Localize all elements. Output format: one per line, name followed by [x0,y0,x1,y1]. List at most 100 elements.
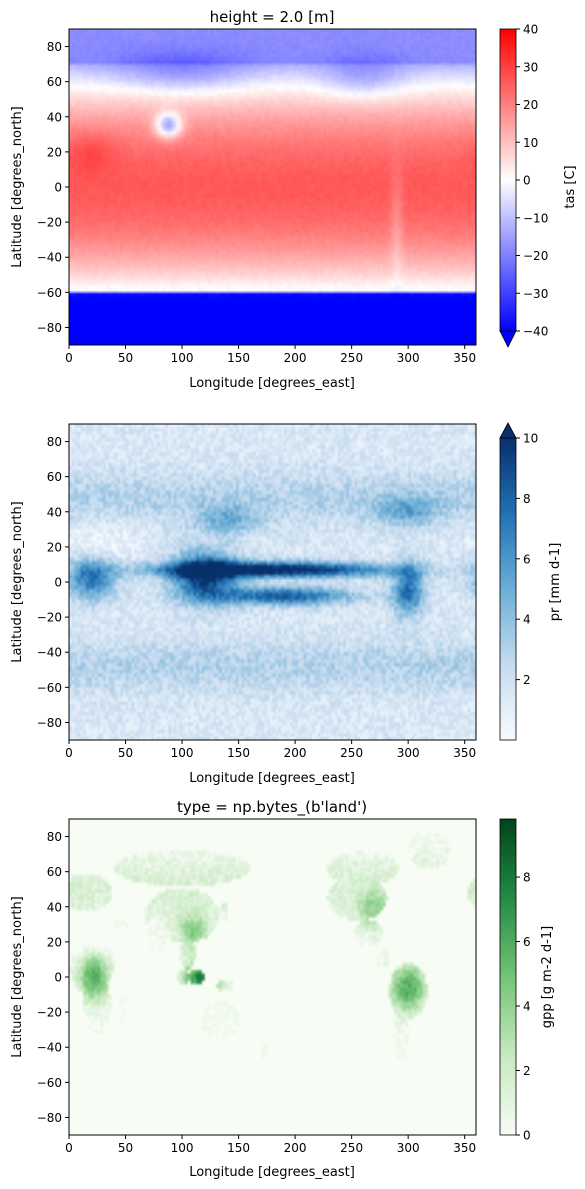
x-tick-label: 200 [284,1141,307,1155]
colorbar-tick-label: 0 [523,1129,531,1143]
y-tick-label: −60 [37,286,62,300]
tas-title: height = 2.0 [m] [210,8,335,26]
x-tick-label: 350 [453,746,476,760]
x-tick-label: 100 [171,746,194,760]
pr-colorbar-extend-max [499,422,517,439]
pr-x-ticks: 0 50 100 150 200 250 300 350 [65,740,476,760]
pr-colorbar-ticks: 2 4 6 8 10 [516,432,538,687]
colorbar-tick-label: 40 [523,23,538,37]
tas-colorbar-ticks: −40 −30 −20 −10 0 10 20 30 40 [516,23,548,339]
x-tick-label: 0 [65,746,73,760]
x-tick-label: 0 [65,351,73,365]
y-tick-label: −40 [37,646,62,660]
colorbar-tick-label: −40 [523,325,548,339]
colorbar-tick-label: 20 [523,98,538,112]
colorbar-tick-label: 30 [523,60,538,74]
colorbar-tick-label: −10 [523,211,548,225]
colorbar-tick-label: −20 [523,249,548,263]
x-tick-label: 0 [65,1141,73,1155]
tas-colorbar-extend-min [499,330,517,348]
colorbar-tick-label: 10 [523,136,538,150]
tas-y-axis-label: Latitude [degrees_north] [10,106,25,267]
x-tick-label: 250 [340,746,363,760]
y-tick-label: 60 [47,75,62,89]
x-tick-label: 50 [118,746,133,760]
y-tick-label: 0 [54,971,62,985]
y-tick-label: −80 [37,716,62,730]
pr-y-ticks: −80 −60 −40 −20 0 20 40 60 80 [37,435,69,730]
pr-colorbar-label: pr [mm d-1] [548,543,563,622]
x-tick-label: 300 [397,1141,420,1155]
y-tick-label: 80 [47,435,62,449]
gpp-y-ticks: −80 −60 −40 −20 0 20 40 60 80 [37,830,69,1125]
colorbar-tick-label: 8 [523,871,531,885]
x-tick-label: 300 [397,746,420,760]
colorbar-tick-label: 10 [523,432,538,446]
gpp-panel: type = np.bytes_(b'land') 0 50 100 150 200 25… [10,798,555,1180]
tas-x-axis-label: Longitude [degrees_east] [189,376,355,391]
y-tick-label: 0 [54,576,62,590]
gpp-colorbar [499,818,517,1136]
x-tick-label: 200 [284,746,307,760]
y-tick-label: 80 [47,830,62,844]
x-tick-label: 250 [340,1141,363,1155]
colorbar-tick-label: 0 [523,174,531,188]
tas-colorbar-label: tas [C] [563,165,578,208]
x-tick-label: 200 [284,351,307,365]
tas-heatmap [69,29,476,345]
pr-colorbar [499,437,517,741]
y-tick-label: 0 [54,181,62,195]
y-tick-label: −20 [37,611,62,625]
colorbar-tick-label: 8 [523,492,531,506]
y-tick-label: 80 [47,40,62,54]
x-tick-label: 150 [227,351,250,365]
gpp-x-axis-label: Longitude [degrees_east] [189,1165,355,1180]
tas-y-ticks: −80 −60 −40 −20 0 20 40 60 80 [37,40,69,335]
y-tick-label: −60 [37,1076,62,1090]
y-tick-label: 40 [47,110,62,124]
x-tick-label: 50 [118,351,133,365]
gpp-colorbar-ticks: 0 2 4 6 8 [516,871,531,1143]
gpp-heatmap [69,819,476,1135]
gpp-y-axis-label: Latitude [degrees_north] [10,896,25,1057]
x-tick-label: 350 [453,1141,476,1155]
y-tick-label: −20 [37,1006,62,1020]
colorbar-tick-label: 2 [523,1064,531,1078]
tas-colorbar [499,28,517,332]
pr-y-axis-label: Latitude [degrees_north] [10,501,25,662]
pr-heatmap [69,424,476,740]
colorbar-tick-label: 2 [523,673,531,687]
pr-panel: 0 50 100 150 200 250 300 350 −80 −60 −40 −20 0 20 40 6… [10,422,563,786]
y-tick-label: −40 [37,1041,62,1055]
colorbar-tick-label: 4 [523,1000,531,1014]
colorbar-tick-label: −30 [523,287,548,301]
y-tick-label: −20 [37,216,62,230]
y-tick-label: 60 [47,470,62,484]
gpp-x-ticks: 0 50 100 150 200 250 300 350 [65,1135,476,1155]
colorbar-tick-label: 6 [523,552,531,566]
gpp-colorbar-label: gpp [g m-2 d-1] [540,926,555,1028]
tas-x-ticks: 0 50 100 150 200 250 300 350 [65,345,476,365]
x-tick-label: 150 [227,746,250,760]
x-tick-label: 100 [171,351,194,365]
y-tick-label: 20 [47,935,62,949]
y-tick-label: 40 [47,505,62,519]
x-tick-label: 150 [227,1141,250,1155]
colorbar-tick-label: 4 [523,613,531,627]
y-tick-label: 40 [47,900,62,914]
x-tick-label: 100 [171,1141,194,1155]
y-tick-label: 20 [47,540,62,554]
y-tick-label: −80 [37,321,62,335]
tas-panel: height = 2.0 [m] 0 50 100 150 200 250 300 350 −… [10,8,578,391]
x-tick-label: 300 [397,351,420,365]
x-tick-label: 250 [340,351,363,365]
y-tick-label: 20 [47,145,62,159]
colorbar-tick-label: 6 [523,935,531,949]
y-tick-label: 60 [47,865,62,879]
pr-x-axis-label: Longitude [degrees_east] [189,771,355,786]
x-tick-label: 350 [453,351,476,365]
gpp-title: type = np.bytes_(b'land') [177,798,367,817]
y-tick-label: −80 [37,1111,62,1125]
y-tick-label: −60 [37,681,62,695]
